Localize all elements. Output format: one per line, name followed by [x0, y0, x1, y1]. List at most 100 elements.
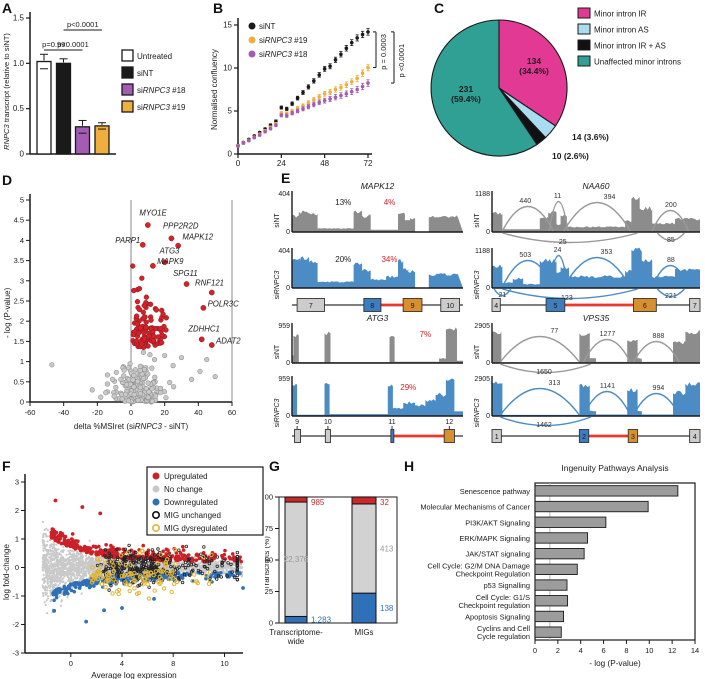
svg-text:ATG3: ATG3: [366, 313, 389, 323]
svg-text:3.5: 3.5: [14, 256, 24, 265]
svg-text:4%: 4%: [384, 198, 396, 207]
svg-text:0: 0: [486, 360, 490, 367]
svg-text:2905: 2905: [474, 323, 490, 330]
svg-text:ZDHHC1: ZDHHC1: [187, 325, 220, 334]
svg-text:888: 888: [653, 333, 665, 340]
svg-text:siNT: siNT: [274, 213, 281, 228]
svg-text:PI3K/AKT Signaling: PI3K/AKT Signaling: [465, 518, 530, 527]
svg-text:138: 138: [380, 604, 394, 613]
svg-text:MAPK12: MAPK12: [361, 181, 395, 191]
svg-text:404: 404: [278, 191, 290, 198]
svg-text:Downregulated: Downregulated: [164, 498, 218, 507]
svg-text:100: 100: [265, 493, 273, 502]
svg-text:15: 15: [223, 21, 232, 30]
svg-text:PARP1: PARP1: [115, 236, 140, 245]
svg-text:25: 25: [265, 587, 273, 596]
svg-text:p <0.0001: p <0.0001: [397, 44, 406, 78]
svg-text:394: 394: [604, 194, 616, 201]
svg-text:0: 0: [486, 229, 490, 236]
svg-text:0: 0: [533, 646, 537, 655]
svg-text:siRNPC3 #19: siRNPC3 #19: [137, 103, 186, 112]
svg-text:MAPK12: MAPK12: [182, 233, 213, 242]
svg-text:VPS35: VPS35: [583, 313, 610, 323]
svg-text:85: 85: [667, 237, 675, 244]
svg-text:1141: 1141: [600, 383, 615, 390]
svg-text:10: 10: [223, 64, 232, 73]
svg-text:Transcripts (%): Transcripts (%): [265, 536, 271, 590]
svg-text:NAA60: NAA60: [583, 181, 610, 191]
svg-text:14 (3.6%): 14 (3.6%): [572, 132, 609, 142]
svg-text:29%: 29%: [400, 383, 416, 392]
svg-text:413: 413: [380, 545, 394, 554]
svg-text:5: 5: [228, 107, 233, 116]
panel-c: 134 (34.4%) 231 (59.4%) 14 (3.6%) 10 (2.6%) Mi…: [430, 0, 705, 173]
svg-text:60: 60: [228, 408, 236, 417]
svg-text:25: 25: [559, 239, 567, 246]
svg-text:POLR3C: POLR3C: [208, 299, 240, 308]
svg-text:1.5: 1.5: [14, 337, 24, 346]
svg-text:Minor intron IR: Minor intron IR: [594, 10, 647, 19]
svg-text:7: 7: [309, 303, 313, 310]
panel-e: MAPK12 404 0 13% 4% siNT 404 0 20% 34% siRNPC3 7 8 9 1…: [272, 168, 705, 460]
svg-text:siRNPC3: siRNPC3: [274, 271, 281, 300]
svg-text:1277: 1277: [600, 331, 616, 338]
svg-text:3: 3: [20, 276, 24, 285]
svg-text:2: 2: [582, 434, 586, 441]
svg-text:Apoptosis Signaling: Apoptosis Signaling: [465, 612, 530, 621]
svg-text:Average log expression: Average log expression: [91, 671, 177, 679]
stacked-bar-transcripts: 0 25 50 75 100 Transcripts (%) 1,283 22,376 985 T…: [260, 493, 398, 646]
svg-text:ERK/MAPK Signaling: ERK/MAPK Signaling: [459, 534, 530, 543]
svg-text:Minor intron IR + AS: Minor intron IR + AS: [594, 42, 666, 51]
svg-text:log fold-change: log fold-change: [2, 544, 11, 600]
svg-text:SPG11: SPG11: [173, 269, 198, 278]
svg-text:20: 20: [160, 408, 168, 417]
svg-text:1,283: 1,283: [311, 616, 332, 625]
svg-text:0: 0: [269, 619, 273, 628]
svg-text:24: 24: [277, 159, 286, 168]
svg-text:siNT: siNT: [137, 69, 154, 78]
svg-text:- log (P-value): - log (P-value): [589, 659, 641, 668]
svg-text:siRNPC3 #19: siRNPC3 #19: [259, 36, 308, 45]
svg-text:wide: wide: [287, 637, 305, 646]
panel-label-a: A: [2, 0, 13, 16]
svg-text:-40: -40: [58, 408, 69, 417]
svg-text:0: 0: [236, 159, 241, 168]
svg-text:11: 11: [388, 419, 395, 426]
svg-text:p53 Signalling: p53 Signalling: [484, 581, 530, 590]
svg-text:959: 959: [278, 323, 290, 330]
svg-text:2.5: 2.5: [14, 297, 24, 306]
svg-text:200: 200: [665, 202, 677, 209]
svg-text:2: 2: [556, 646, 560, 655]
svg-text:75: 75: [265, 524, 273, 533]
panel-label-g: G: [269, 458, 280, 474]
svg-text:PPP2R2D: PPP2R2D: [163, 221, 199, 230]
svg-text:0: 0: [129, 408, 133, 417]
panel-label-b: B: [213, 0, 224, 16]
svg-text:(59.4%): (59.4%): [451, 94, 481, 104]
svg-text:p = 0.0003: p = 0.0003: [379, 34, 388, 70]
svg-text:10: 10: [220, 659, 228, 668]
svg-text:Cycle regulation: Cycle regulation: [477, 632, 530, 641]
svg-text:10: 10: [446, 303, 454, 310]
svg-text:-1: -1: [12, 592, 19, 601]
svg-text:0: 0: [15, 563, 19, 572]
svg-text:72: 72: [364, 159, 373, 168]
panel-h: Ingenuity Pathways Analysis Senescence pa…: [400, 455, 705, 679]
hbar-pathways: Ingenuity Pathways Analysis Senescence pa…: [420, 463, 699, 668]
panel-label-d: D: [2, 172, 13, 188]
svg-text:MAPK9: MAPK9: [157, 257, 184, 266]
svg-text:7%: 7%: [420, 330, 432, 339]
svg-text:353: 353: [601, 249, 613, 256]
svg-text:Ingenuity Pathways Analysis: Ingenuity Pathways Analysis: [561, 463, 668, 473]
svg-text:p=0.99: p=0.99: [42, 40, 65, 49]
svg-text:3: 3: [631, 434, 635, 441]
svg-text:985: 985: [311, 498, 325, 507]
svg-text:221: 221: [665, 293, 677, 300]
svg-text:siNT: siNT: [474, 213, 481, 228]
svg-text:JAK/STAT signaling: JAK/STAT signaling: [466, 550, 531, 559]
ma-plot-expression: -3 -2 -1 0 1 2 3 0 4 8 10 Average log expression log…: [2, 466, 264, 679]
svg-text:1.0: 1.0: [13, 59, 25, 68]
svg-text:0: 0: [286, 413, 290, 420]
svg-text:503: 503: [519, 252, 531, 259]
